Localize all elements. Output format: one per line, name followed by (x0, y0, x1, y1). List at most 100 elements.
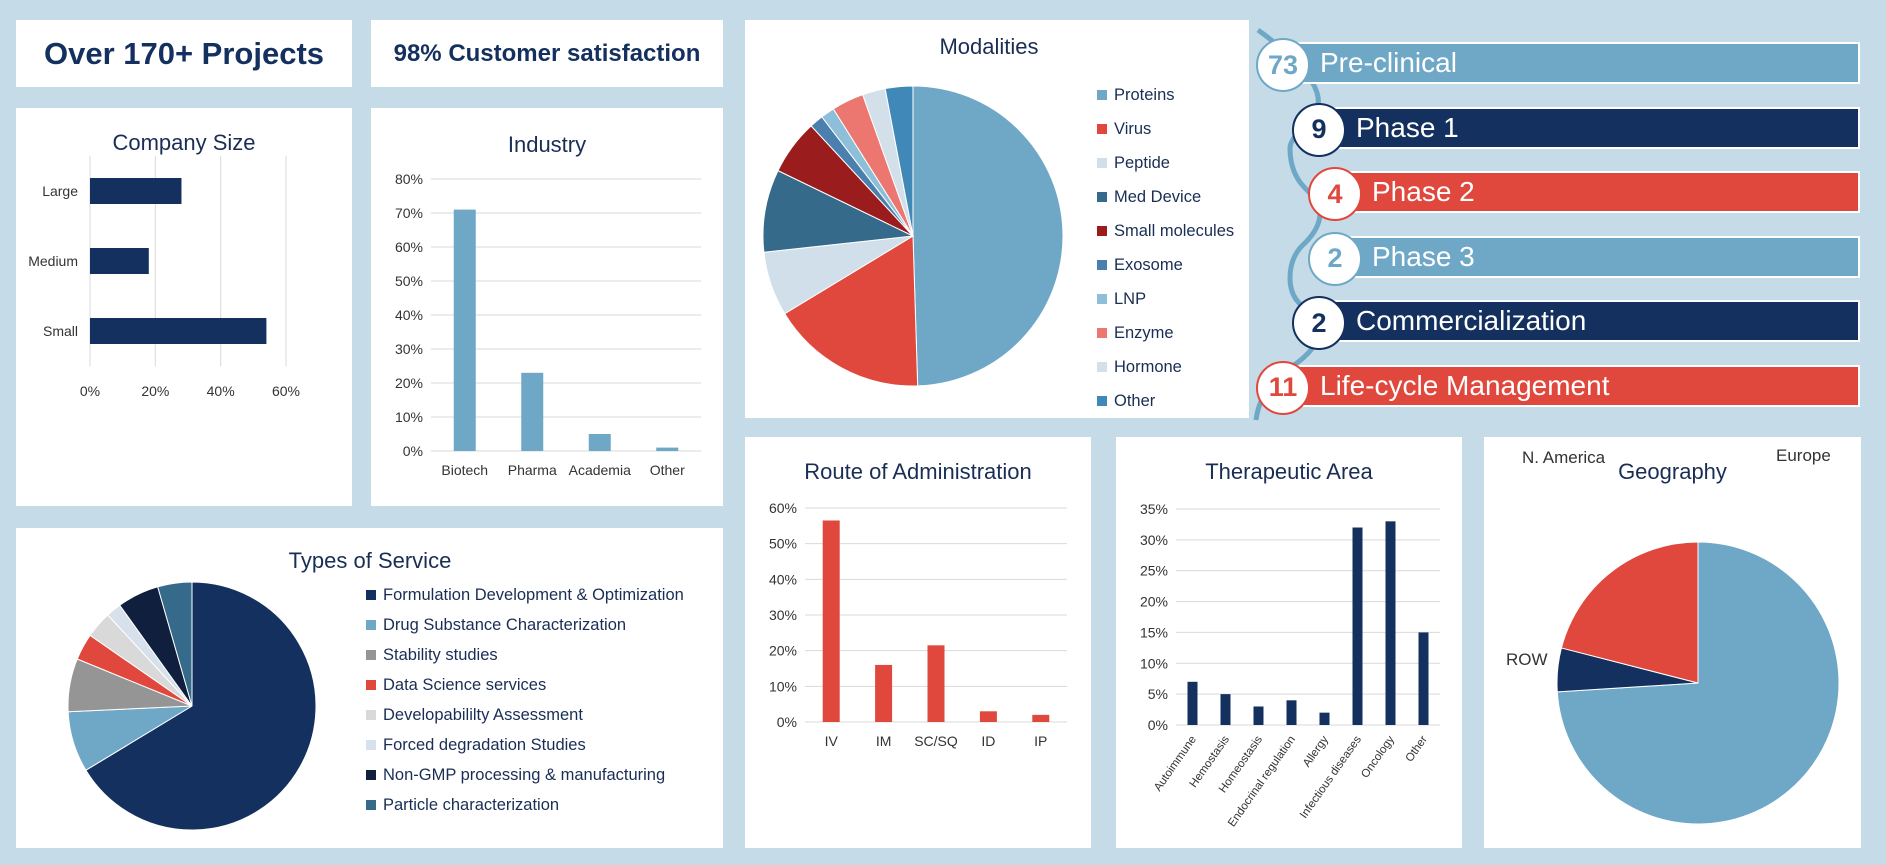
y-tick-label: 20% (769, 643, 797, 659)
bar (588, 434, 611, 451)
legend-item: Proteins (1097, 78, 1234, 112)
bar (1418, 632, 1429, 725)
legend-item: Particle characterization (366, 790, 684, 820)
legend-swatch (1097, 362, 1107, 372)
legend-swatch (366, 680, 376, 690)
y-tick-label: 80% (395, 171, 423, 187)
bar (1286, 700, 1297, 725)
legend-swatch (366, 740, 376, 750)
company-size-panel: Company Size 0% 20% 40% 60% Large Medium Small (16, 108, 352, 506)
legend-label: Non-GMP processing & manufacturing (383, 766, 666, 784)
x-category-label: IV (825, 733, 839, 749)
legend-label: Formulation Development & Optimization (383, 586, 684, 604)
y-tick-label: 0% (403, 443, 423, 459)
bar (521, 372, 544, 451)
y-category-label: Large (42, 183, 78, 199)
legend-item: Hormone (1097, 350, 1234, 384)
legend-item: Developabililty Assessment (366, 700, 684, 730)
slice-label: Europe (1776, 446, 1831, 465)
bar (822, 520, 840, 722)
legend-label: Particle characterization (383, 796, 560, 814)
legend-item: Drug Substance Characterization (366, 610, 684, 640)
x-category-label: Other (1404, 734, 1430, 765)
bar (453, 209, 476, 451)
legend-label: Stability studies (383, 646, 498, 664)
geography-title: Geography (1618, 459, 1727, 484)
legend-label: Exosome (1114, 256, 1183, 274)
route-title: Route of Administration (804, 459, 1032, 484)
legend-label: Drug Substance Characterization (383, 616, 627, 634)
x-category-label: ID (981, 733, 995, 749)
pipeline-stage-label: Life-cycle Management (1320, 369, 1610, 401)
types-of-service-panel: Types of Service Formulation Development… (16, 528, 723, 848)
x-category-label: Pharma (508, 462, 557, 478)
company-size-chart: 0% 20% 40% 60% Large Medium Small (28, 156, 300, 399)
legend-swatch (366, 710, 376, 720)
legend-swatch (1097, 124, 1107, 134)
kpi-satisfaction: 98% Customer satisfaction (371, 20, 723, 87)
kpi-projects: Over 170+ Projects (16, 20, 352, 87)
pipeline-stage-label: Phase 1 (1356, 111, 1459, 143)
legend-swatch (1097, 396, 1107, 406)
bar (979, 711, 997, 722)
y-tick-label: 10% (1140, 655, 1168, 671)
x-category-label: IM (876, 733, 892, 749)
modalities-panel: Modalities Proteins Virus Peptide Med Devic… (745, 20, 1249, 418)
bar (1352, 527, 1363, 725)
legend-swatch (1097, 192, 1107, 202)
pie-slice (85, 581, 317, 831)
pie-slice (884, 85, 914, 237)
bar (1319, 712, 1330, 725)
y-category-label: Medium (28, 253, 78, 269)
y-tick-label: 30% (1140, 532, 1168, 548)
y-tick-label: 20% (1140, 594, 1168, 610)
company-size-title: Company Size (112, 130, 256, 155)
x-tick-label: 20% (141, 383, 169, 399)
y-tick-label: 35% (1140, 501, 1168, 517)
legend-label: Forced degradation Studies (383, 736, 586, 754)
x-category-label: Other (650, 462, 685, 478)
legend-swatch (366, 800, 376, 810)
legend-swatch (366, 770, 376, 780)
slice-label: ROW (1506, 650, 1548, 669)
pipeline-stage-count: 2 (1308, 231, 1362, 286)
legend-item: Peptide (1097, 146, 1234, 180)
bar (1220, 694, 1231, 725)
legend-swatch (1097, 294, 1107, 304)
bar (1385, 521, 1396, 725)
y-tick-label: 50% (395, 273, 423, 289)
legend-label: LNP (1114, 290, 1147, 308)
legend-item: Virus (1097, 112, 1234, 146)
route-chart: 0% 10% 20% 30% 40% 50% 60% IV IM SC/SQ ID IP (769, 500, 1067, 749)
y-tick-label: 10% (769, 678, 797, 694)
pipeline-stage-count: 11 (1256, 360, 1310, 415)
modalities-title: Modalities (939, 34, 1039, 59)
industry-title: Industry (507, 132, 587, 157)
legend-label: Hormone (1114, 358, 1182, 376)
legend-label: Virus (1114, 120, 1152, 138)
legend-swatch (1097, 90, 1107, 100)
pipeline-stage-bar: Phase 3 (1334, 235, 1860, 278)
y-tick-label: 60% (395, 239, 423, 255)
legend-item: Small molecules (1097, 214, 1234, 248)
pipeline-stage-count: 73 (1256, 38, 1310, 92)
x-category-label: Allergy (1301, 734, 1331, 770)
legend-item: Forced degradation Studies (366, 730, 684, 760)
x-tick-label: 60% (272, 383, 300, 399)
legend-swatch (366, 590, 376, 600)
therapeutic-title: Therapeutic Area (1205, 459, 1373, 484)
pipeline-stage-bar: Commercialization (1318, 300, 1860, 342)
pipeline-stage-count: 4 (1308, 167, 1362, 221)
legend-swatch (1097, 260, 1107, 270)
pipeline-stage-bar: Pre-clinical (1282, 42, 1860, 84)
bar (875, 664, 893, 722)
x-category-label: Biotech (441, 462, 488, 478)
legend-item: Enzyme (1097, 316, 1234, 350)
geography-chart: Europe ROW N. America (1506, 446, 1840, 825)
bar (1187, 681, 1198, 725)
legend-label: Proteins (1114, 86, 1175, 104)
y-tick-label: 15% (1140, 624, 1168, 640)
legend-item: LNP (1097, 282, 1234, 316)
bar (90, 178, 182, 204)
pipeline-stage-label: Pre-clinical (1320, 47, 1457, 78)
